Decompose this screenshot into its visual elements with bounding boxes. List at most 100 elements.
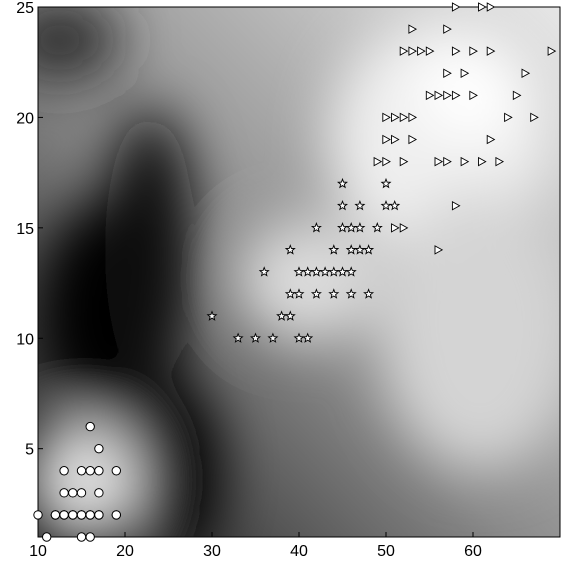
triangle-point xyxy=(521,68,531,79)
star-point xyxy=(232,332,244,343)
triangle-point xyxy=(425,46,435,56)
triangle-point xyxy=(391,134,400,145)
circle-point xyxy=(76,532,87,542)
triangle-point xyxy=(443,156,452,167)
circle-point xyxy=(85,466,95,476)
triangle-point xyxy=(434,245,444,255)
triangle-point xyxy=(530,112,539,123)
triangle-point xyxy=(382,156,391,167)
triangle-point xyxy=(469,46,478,56)
circle-point xyxy=(59,488,69,498)
circle-point xyxy=(59,466,69,476)
circle-point xyxy=(85,421,95,432)
star-point xyxy=(206,310,218,321)
circle-point xyxy=(94,443,104,454)
triangle-point xyxy=(504,112,513,123)
triangle-point xyxy=(547,46,557,56)
star-point xyxy=(319,266,331,277)
star-point xyxy=(284,244,296,255)
triangle-point xyxy=(478,2,487,12)
circle-point xyxy=(111,466,122,476)
triangle-point xyxy=(512,90,522,101)
x-tick-label: 60 xyxy=(464,543,482,560)
circle-point xyxy=(42,532,52,542)
triangle-point xyxy=(451,2,461,12)
triangle-point xyxy=(434,156,444,167)
triangle-point xyxy=(443,24,452,34)
star-point xyxy=(328,288,340,299)
y-axis: 5 10 15 20 25 xyxy=(16,0,43,459)
circle-point xyxy=(50,510,61,520)
star-point xyxy=(337,177,348,189)
star-point xyxy=(310,222,322,233)
circle-point xyxy=(76,466,87,476)
star-point xyxy=(345,222,357,233)
triangle-point xyxy=(408,46,418,56)
circle-point xyxy=(94,510,104,520)
circle-point xyxy=(85,532,95,542)
star-point xyxy=(345,244,357,255)
star-point xyxy=(363,288,375,299)
triangle-point xyxy=(408,24,418,34)
triangle-point xyxy=(451,46,461,56)
y-tick-label: 25 xyxy=(16,0,34,17)
star-point xyxy=(380,177,392,189)
triangle-point xyxy=(382,134,391,145)
triangle-point xyxy=(391,223,400,233)
triangle-point xyxy=(469,90,478,101)
triangle-point xyxy=(399,46,409,56)
star-point xyxy=(267,332,279,343)
triangle-point xyxy=(486,2,496,12)
x-tick-label: 20 xyxy=(116,543,134,560)
triangle-point xyxy=(417,46,426,56)
x-tick-label: 10 xyxy=(29,543,47,560)
y-tick-label: 20 xyxy=(16,110,34,127)
triangle-point xyxy=(425,90,435,101)
star-point xyxy=(293,332,305,343)
star-point xyxy=(250,332,261,343)
star-point xyxy=(354,222,366,233)
triangle-point xyxy=(408,112,418,123)
circle-point xyxy=(68,510,78,520)
star-point xyxy=(371,222,383,233)
star-point xyxy=(354,244,366,255)
circle-point xyxy=(111,510,122,520)
triangle-point xyxy=(486,134,496,145)
star-point xyxy=(276,310,288,321)
y-tick-label: 10 xyxy=(16,331,34,348)
star-point xyxy=(284,288,296,299)
triangle-point xyxy=(434,90,444,101)
star-point xyxy=(310,288,322,299)
triangle-point xyxy=(373,156,383,167)
star-point xyxy=(337,266,348,277)
star-point xyxy=(258,266,270,277)
triangle-point xyxy=(495,156,505,167)
triangle-point xyxy=(391,112,400,123)
star-point xyxy=(284,310,296,321)
circle-point xyxy=(76,488,87,498)
star-point xyxy=(293,266,305,277)
triangle-point xyxy=(486,46,496,56)
triangle-point xyxy=(451,90,461,101)
triangle-point xyxy=(443,68,452,79)
x-axis: 10 20 30 40 50 60 xyxy=(29,532,482,560)
data-points xyxy=(33,2,557,542)
star-point xyxy=(345,288,357,299)
triangle-point xyxy=(478,156,487,167)
triangle-point xyxy=(399,112,409,123)
x-tick-label: 30 xyxy=(203,543,221,560)
triangle-point xyxy=(443,90,452,101)
triangle-point xyxy=(399,156,409,167)
y-tick-label: 5 xyxy=(25,442,34,459)
star-point xyxy=(389,199,401,211)
triangle-point xyxy=(399,223,409,233)
star-point xyxy=(302,332,314,343)
circle-point xyxy=(68,488,78,498)
triangle-point xyxy=(460,68,470,79)
y-tick-label: 15 xyxy=(16,221,34,238)
x-tick-label: 40 xyxy=(290,543,308,560)
triangle-point xyxy=(382,112,391,123)
